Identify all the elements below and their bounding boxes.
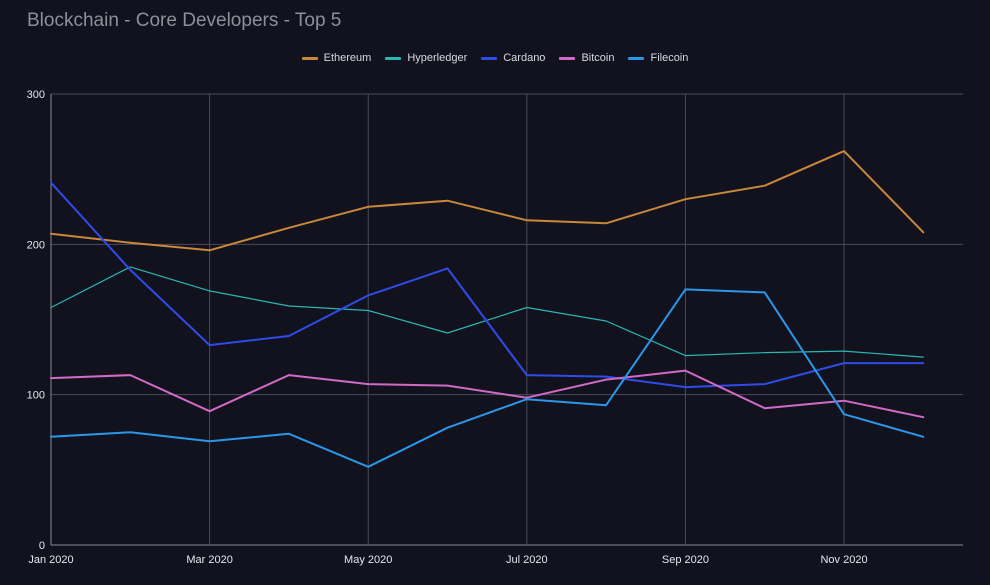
legend-label-bitcoin: Bitcoin — [581, 52, 615, 64]
legend-swatch-filecoin — [628, 56, 645, 60]
chart-legend: Ethereum Hyperledger Cardano Bitcoin Fil… — [0, 52, 990, 64]
legend-swatch-bitcoin — [559, 56, 576, 60]
legend-label-cardano: Cardano — [503, 52, 546, 64]
x-tick-label: Nov 2020 — [820, 554, 867, 566]
x-tick-label: Mar 2020 — [186, 554, 232, 566]
chart-title: Blockchain - Core Developers - Top 5 — [27, 10, 342, 31]
legend-swatch-hyperledger — [385, 56, 402, 60]
series-line-bitcoin[interactable] — [50, 369, 925, 419]
legend-item-cardano[interactable]: Cardano — [481, 52, 545, 64]
legend-swatch-ethereum — [301, 56, 318, 60]
y-tick-label: 300 — [27, 89, 45, 101]
legend-item-hyperledger[interactable]: Hyperledger — [385, 52, 467, 64]
x-tick-label: Sep 2020 — [662, 554, 709, 566]
legend-swatch-cardano — [481, 56, 498, 60]
legend-item-filecoin[interactable]: Filecoin — [628, 52, 688, 64]
series-line-ethereum[interactable] — [50, 150, 925, 252]
axis-layer: 0 100 200 300 Jan 2020 Mar 2020 May 2020 Jul 20… — [27, 89, 868, 566]
legend-label-filecoin: Filecoin — [650, 52, 689, 64]
series-layer — [50, 150, 925, 468]
y-tick-label: 200 — [27, 239, 45, 251]
x-tick-label: Jul 2020 — [506, 554, 548, 566]
grid-layer — [50, 93, 963, 546]
series-line-hyperledger[interactable] — [50, 266, 924, 358]
series-line-cardano[interactable] — [50, 181, 925, 389]
legend-item-bitcoin[interactable]: Bitcoin — [559, 52, 614, 64]
series-line-filecoin[interactable] — [50, 288, 925, 468]
y-tick-label: 0 — [39, 540, 45, 552]
legend-label-ethereum: Ethereum — [323, 52, 372, 64]
x-tick-label: Jan 2020 — [28, 554, 73, 566]
x-tick-label: May 2020 — [344, 554, 392, 566]
y-tick-label: 100 — [27, 390, 45, 402]
legend-item-ethereum[interactable]: Ethereum — [301, 52, 372, 64]
legend-label-hyperledger: Hyperledger — [407, 52, 468, 64]
